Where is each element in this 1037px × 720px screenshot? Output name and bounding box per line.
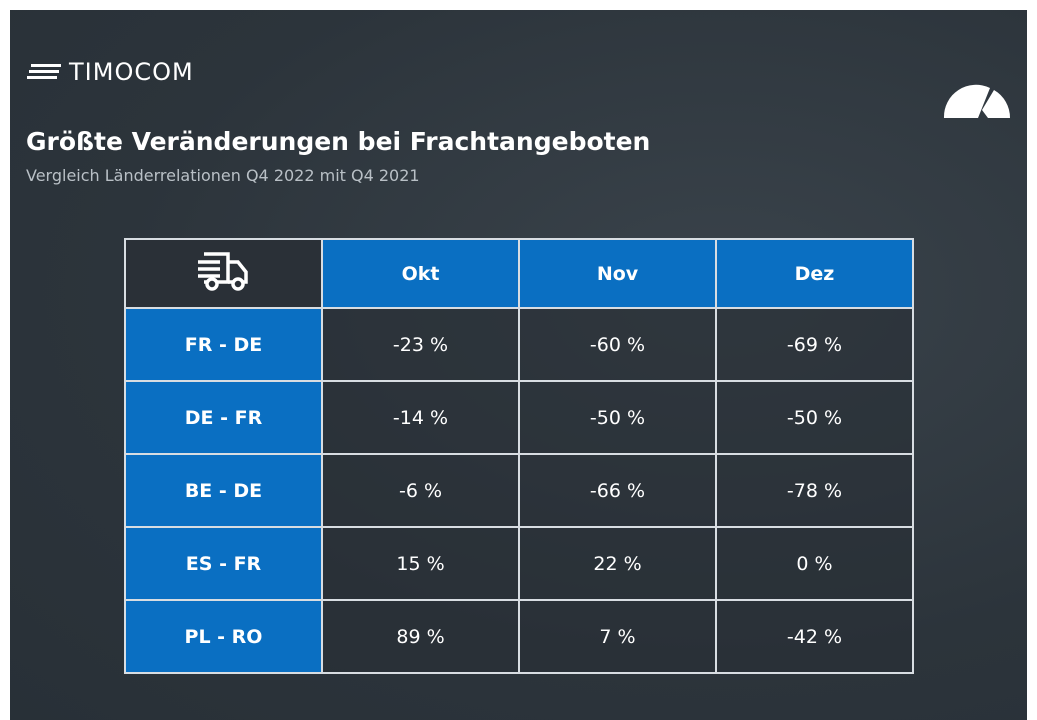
column-header: Okt: [321, 238, 520, 309]
table-row: BE - DE -6 % -66 % -78 %: [124, 453, 914, 528]
cell: 0 %: [715, 526, 914, 601]
title: Größte Veränderungen bei Frachtangeboten: [26, 127, 651, 156]
cell: 7 %: [518, 599, 717, 674]
row-label: BE - DE: [124, 453, 323, 528]
cell: -14 %: [321, 380, 520, 455]
row-label: FR - DE: [124, 307, 323, 382]
cell: -69 %: [715, 307, 914, 382]
header-row: Okt Nov Dez: [124, 238, 914, 309]
subtitle: Vergleich Länderrelationen Q4 2022 mit Q…: [26, 166, 420, 185]
table-row: ES - FR 15 % 22 % 0 %: [124, 526, 914, 601]
cell: -50 %: [518, 380, 717, 455]
row-label: ES - FR: [124, 526, 323, 601]
cell: 89 %: [321, 599, 520, 674]
row-label: DE - FR: [124, 380, 323, 455]
table-row: PL - RO 89 % 7 % -42 %: [124, 599, 914, 674]
logo-icon: [27, 64, 61, 79]
truck-cell: [124, 238, 323, 309]
truck-icon: [197, 252, 248, 291]
cell: -50 %: [715, 380, 914, 455]
cell: -66 %: [518, 453, 717, 528]
cell: 15 %: [321, 526, 520, 601]
table-row: FR - DE -23 % -60 % -69 %: [124, 307, 914, 382]
brand-name: TIMOCOM: [69, 58, 194, 86]
table: Okt Nov Dez FR - DE -23 % -60 % -69 % DE - FR -…: [124, 238, 914, 674]
cell: -42 %: [715, 599, 914, 674]
row-label: PL - RO: [124, 599, 323, 674]
cell: -78 %: [715, 453, 914, 528]
panel: TIMOCOM Größte Veränderungen bei Frachta…: [10, 10, 1027, 720]
cell: -60 %: [518, 307, 717, 382]
column-header: Dez: [715, 238, 914, 309]
cell: 22 %: [518, 526, 717, 601]
cell: -6 %: [321, 453, 520, 528]
column-header: Nov: [518, 238, 717, 309]
brand: TIMOCOM: [27, 58, 194, 86]
gauge-icon: [943, 84, 1011, 118]
table-row: DE - FR -14 % -50 % -50 %: [124, 380, 914, 455]
cell: -23 %: [321, 307, 520, 382]
